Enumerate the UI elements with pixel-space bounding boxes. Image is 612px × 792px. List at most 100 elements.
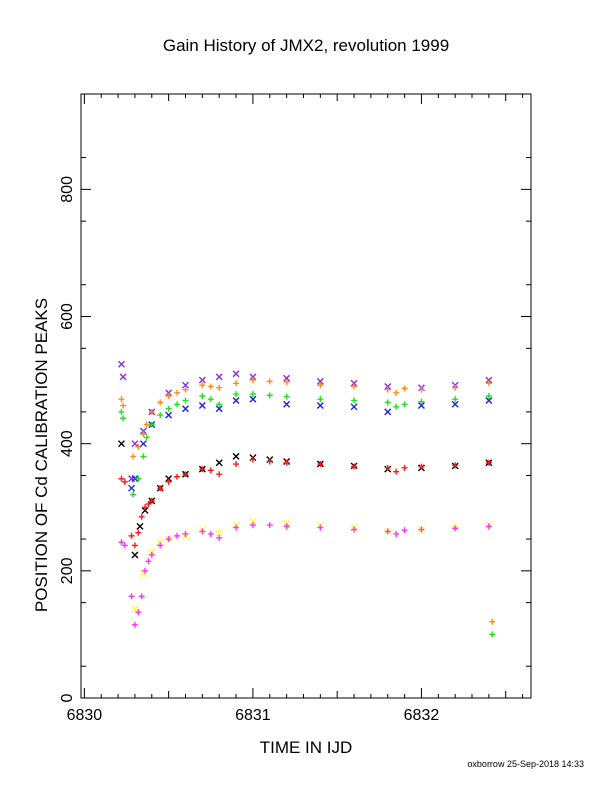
data-point bbox=[181, 405, 189, 413]
data-point bbox=[393, 530, 400, 537]
data-point bbox=[182, 397, 189, 404]
data-point bbox=[131, 605, 139, 613]
data-point bbox=[165, 475, 173, 483]
data-point bbox=[118, 408, 125, 415]
data-point bbox=[128, 532, 135, 539]
data-point bbox=[148, 421, 155, 428]
data-point bbox=[135, 443, 142, 450]
data-point bbox=[249, 391, 256, 398]
data-point bbox=[143, 434, 150, 441]
data-point bbox=[165, 411, 173, 419]
data-point bbox=[232, 396, 240, 404]
data-point bbox=[198, 376, 206, 384]
data-point bbox=[485, 380, 492, 387]
data-point bbox=[216, 384, 223, 391]
data-point bbox=[199, 466, 206, 473]
data-point bbox=[207, 467, 214, 474]
data-point bbox=[120, 402, 127, 409]
data-point bbox=[418, 526, 425, 533]
data-point bbox=[199, 528, 206, 535]
plot-credit: oxborrow 25-Sep-2018 14:33 bbox=[467, 759, 584, 769]
y-tick-label: 600 bbox=[59, 303, 76, 330]
data-point bbox=[266, 392, 273, 399]
data-point bbox=[131, 440, 139, 448]
data-point bbox=[174, 389, 181, 396]
data-point bbox=[143, 421, 150, 428]
series-blue bbox=[128, 395, 493, 492]
data-point bbox=[485, 393, 492, 399]
data-marks bbox=[117, 360, 496, 638]
data-point bbox=[131, 621, 138, 628]
data-point bbox=[140, 453, 147, 460]
data-point bbox=[317, 396, 324, 403]
data-point bbox=[233, 391, 240, 398]
data-point bbox=[135, 609, 142, 616]
data-point bbox=[165, 393, 172, 399]
data-point bbox=[485, 376, 493, 384]
data-point bbox=[452, 462, 459, 469]
data-point bbox=[452, 384, 459, 391]
data-point bbox=[165, 478, 172, 485]
data-point bbox=[232, 452, 240, 460]
data-point bbox=[138, 513, 145, 520]
data-point bbox=[136, 522, 144, 530]
data-point bbox=[418, 398, 425, 405]
x-tick-label: 6832 bbox=[404, 707, 440, 724]
series-green bbox=[118, 391, 496, 638]
data-point bbox=[199, 393, 206, 399]
data-point bbox=[135, 529, 142, 536]
data-point bbox=[489, 631, 496, 638]
data-point bbox=[139, 427, 147, 435]
data-point bbox=[452, 396, 459, 403]
data-point bbox=[118, 475, 125, 482]
data-point bbox=[393, 403, 400, 410]
data-point bbox=[142, 567, 149, 574]
data-point bbox=[249, 395, 257, 403]
data-point bbox=[249, 517, 257, 525]
data-point bbox=[181, 381, 189, 389]
data-point bbox=[266, 378, 273, 385]
data-point bbox=[317, 461, 324, 468]
data-point bbox=[351, 463, 358, 470]
data-point bbox=[128, 484, 136, 492]
data-point bbox=[418, 463, 425, 470]
data-point bbox=[316, 402, 324, 410]
data-point bbox=[148, 497, 155, 504]
axis-ticks: 0 200 400 600 800 6830 6831 6832 bbox=[59, 94, 531, 724]
data-point bbox=[130, 491, 137, 498]
data-point bbox=[157, 412, 164, 419]
data-point bbox=[199, 382, 206, 389]
data-point bbox=[384, 399, 391, 406]
data-point bbox=[401, 385, 408, 392]
data-point bbox=[350, 379, 358, 387]
data-point bbox=[131, 542, 138, 549]
data-point bbox=[283, 523, 290, 530]
data-point bbox=[216, 401, 223, 408]
series-red bbox=[118, 456, 492, 549]
data-point bbox=[485, 396, 493, 404]
data-point bbox=[145, 501, 152, 508]
data-point bbox=[316, 377, 324, 385]
x-tick-label: 6831 bbox=[235, 707, 271, 724]
y-tick-label: 0 bbox=[59, 693, 76, 702]
data-point bbox=[350, 403, 358, 411]
y-tick-label: 800 bbox=[59, 176, 76, 203]
data-point bbox=[384, 528, 391, 535]
data-point bbox=[233, 524, 240, 531]
data-point bbox=[283, 379, 290, 386]
data-point bbox=[485, 459, 492, 466]
data-point bbox=[249, 456, 256, 463]
data-point bbox=[142, 504, 149, 511]
data-point bbox=[165, 389, 173, 397]
data-point bbox=[117, 360, 125, 368]
data-point bbox=[216, 534, 223, 541]
data-point bbox=[117, 440, 125, 448]
data-point bbox=[266, 458, 273, 465]
data-point bbox=[215, 529, 223, 537]
data-point bbox=[351, 397, 358, 404]
data-point bbox=[139, 440, 147, 448]
data-point bbox=[216, 471, 223, 478]
data-point bbox=[283, 459, 290, 466]
data-point bbox=[174, 532, 181, 539]
